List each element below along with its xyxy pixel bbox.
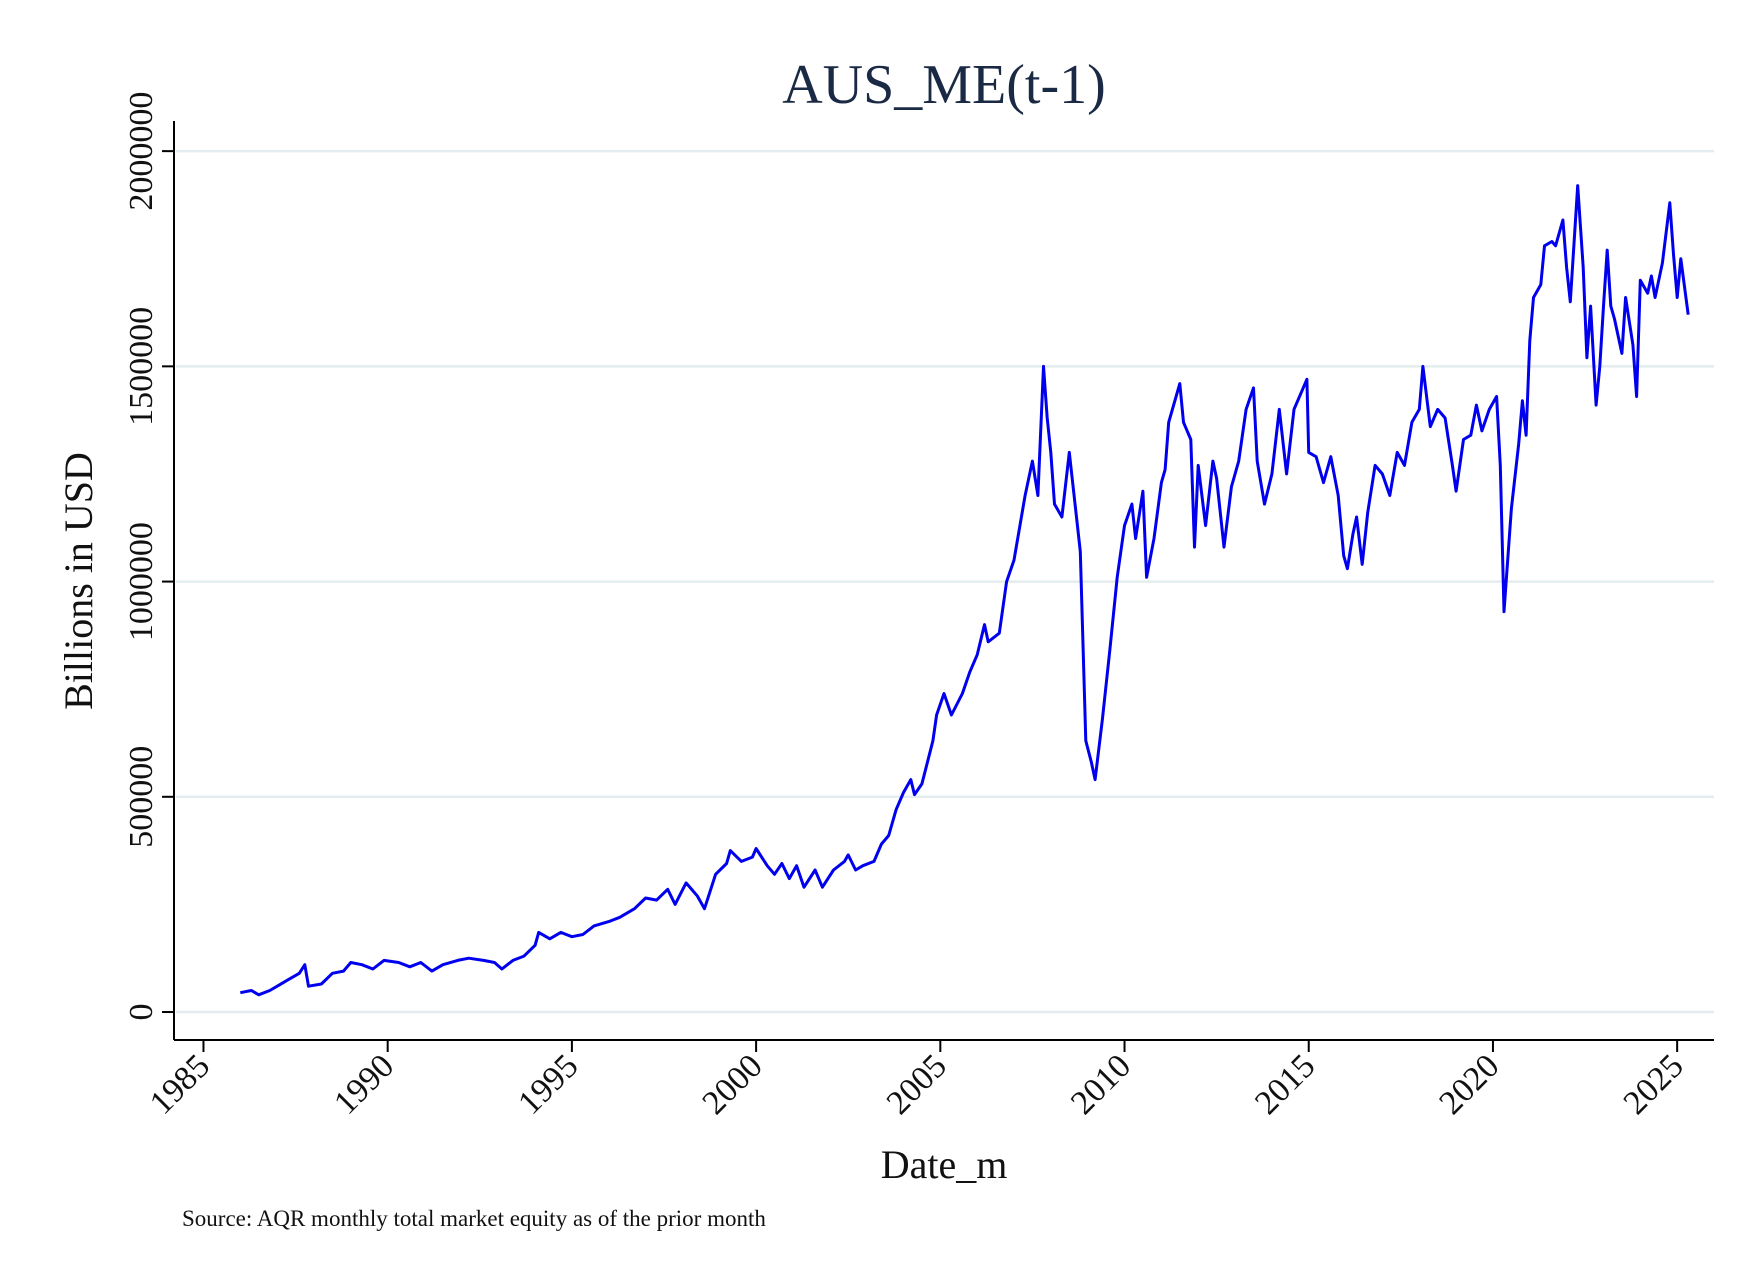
data-line [240,184,1690,997]
y-tick-label: 500000 [123,746,160,848]
y-tick-label: 1500000 [123,307,160,426]
y-tick-label: 2000000 [123,92,160,211]
chart-title: AUS_ME(t-1) [782,54,1106,116]
y-tick-label: 1000000 [123,522,160,641]
x-axis-label: Date_m [881,1142,1008,1187]
y-axis-label: Billions in USD [56,452,101,710]
source-note: Source: AQR monthly total market equity … [182,1206,766,1231]
y-tick-label: 0 [123,1004,160,1021]
